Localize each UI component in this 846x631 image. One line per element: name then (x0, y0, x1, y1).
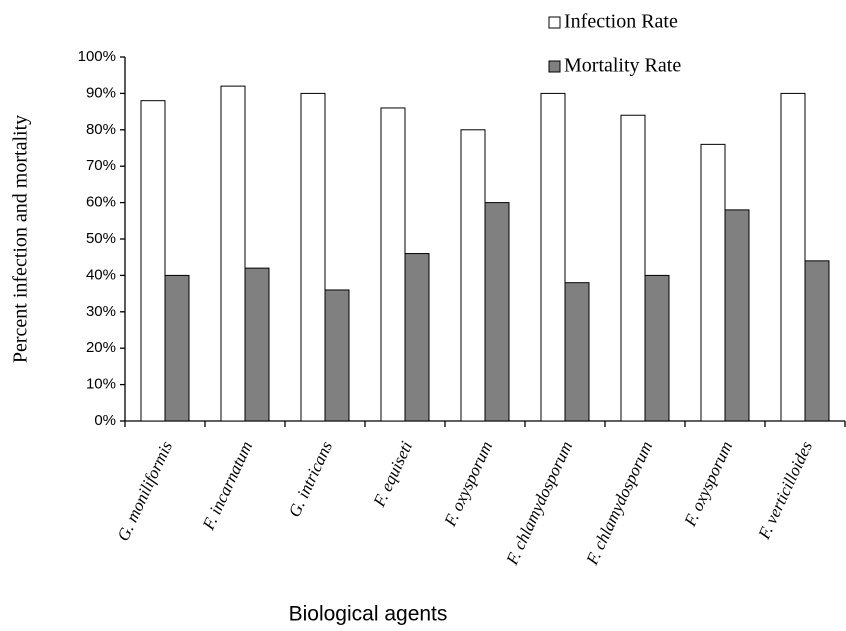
bar (540, 92, 566, 422)
legend-swatch (548, 60, 561, 73)
y-tick-label: 30% (86, 303, 116, 320)
y-tick-label: 100% (78, 48, 116, 65)
bar (564, 282, 590, 422)
y-tick-label: 40% (86, 266, 116, 283)
y-tick-label: 70% (86, 157, 116, 174)
bar (220, 85, 246, 422)
y-tick-label: 0% (94, 412, 116, 429)
x-tick-label: F. chlamydosporum (582, 438, 656, 568)
bar (484, 202, 510, 422)
legend-swatch (548, 16, 561, 29)
x-tick-label: G. moniliformis (113, 438, 176, 544)
bar (700, 143, 726, 422)
y-tick-label: 20% (86, 339, 116, 356)
y-tick-label: 60% (86, 194, 116, 211)
y-axis-title: Percent infection and mortality (10, 115, 32, 363)
bar (780, 92, 806, 422)
bar (324, 289, 350, 422)
bar (644, 274, 670, 422)
bar (804, 260, 830, 422)
bar (404, 253, 430, 422)
y-tick-label: 50% (86, 230, 116, 247)
x-tick-label: F. incarnatum (198, 438, 256, 533)
y-tick-label: 90% (86, 84, 116, 101)
x-tick-label: F. verticilloides (754, 438, 816, 543)
x-tick-label: G. intricans (285, 438, 337, 520)
x-tick-label: F. oxysporum (680, 438, 736, 530)
y-tick-label: 10% (86, 376, 116, 393)
bar (140, 100, 166, 422)
bar (620, 114, 646, 422)
bar (300, 92, 326, 422)
y-tick-label: 80% (86, 121, 116, 138)
bar (460, 129, 486, 422)
bar (164, 274, 190, 422)
x-tick-label: F. chlamydosporum (502, 438, 576, 568)
bar (244, 267, 270, 422)
x-axis-title: Biological agents (289, 603, 448, 626)
x-tick-label: F. oxysporum (440, 438, 496, 530)
bar (380, 107, 406, 422)
x-tick-label: F. equiseti (369, 438, 416, 510)
bar (724, 209, 750, 422)
legend-label: Mortality Rate (564, 55, 681, 77)
legend-label: Infection Rate (564, 11, 678, 33)
